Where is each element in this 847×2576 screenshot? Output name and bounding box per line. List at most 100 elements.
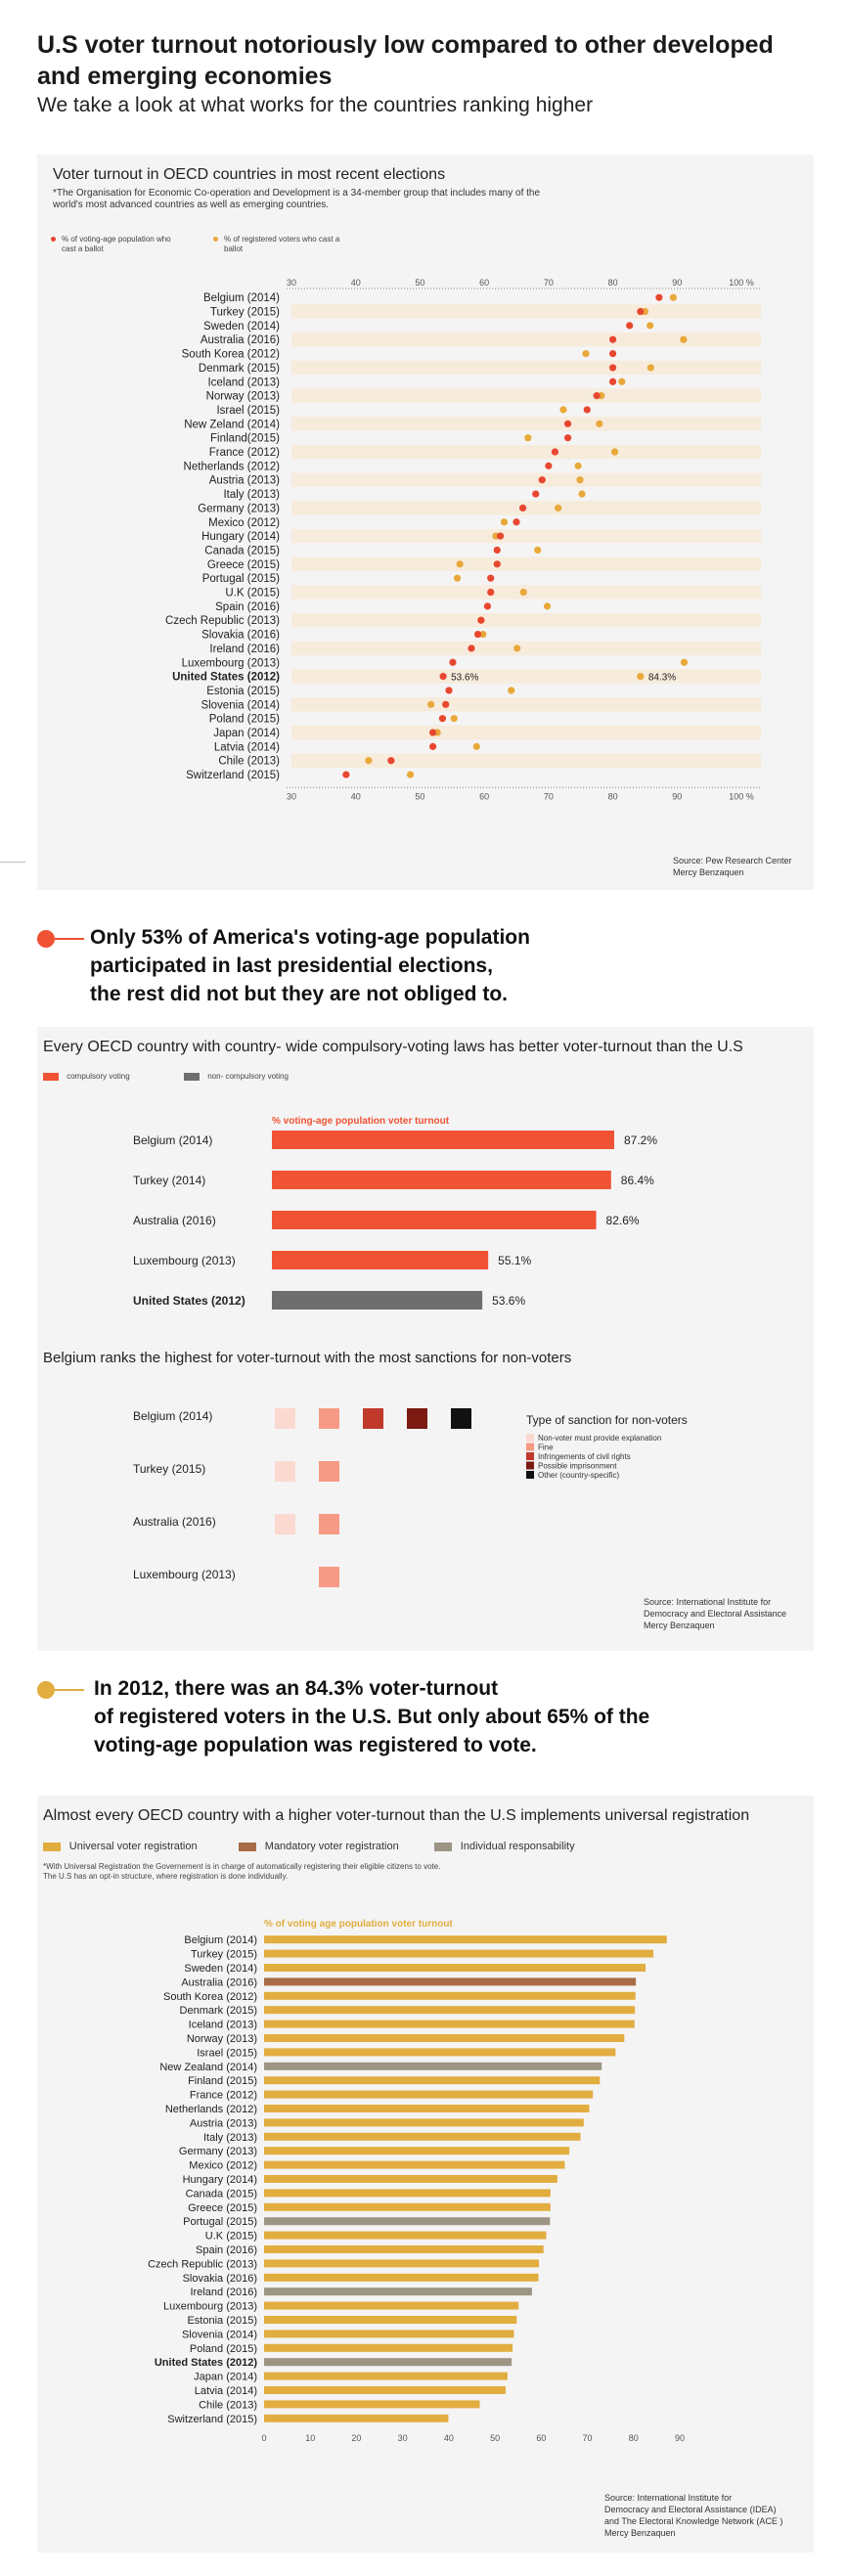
- registration-note-line2: The U.S has an opt-in structure, where r…: [43, 1872, 289, 1881]
- registration-x-tick: 70: [583, 2433, 593, 2443]
- registration-bar: [264, 1949, 654, 1958]
- sanction-square: [319, 1408, 339, 1429]
- registration-category-label: France (2012): [190, 2090, 257, 2102]
- row-stripe: [291, 360, 761, 376]
- registered-dot: [610, 448, 619, 456]
- registration-category-label: Czech Republic (2013): [148, 2258, 257, 2270]
- registration-bar: [264, 2147, 570, 2155]
- x-tick-bottom: 40: [351, 791, 361, 801]
- compulsory-author: Mercy Benzaquen: [644, 1621, 715, 1630]
- registration-category-label: Sweden (2014): [184, 1963, 257, 1975]
- category-label: Netherlands (2012): [184, 461, 281, 472]
- category-label: Spain (2016): [215, 601, 280, 613]
- oecd-note: *The Organisation for Economic Co-operat…: [53, 188, 541, 210]
- registration-bar: [264, 2132, 581, 2141]
- category-label: Latvia (2014): [214, 741, 280, 753]
- registration-bar: [264, 1991, 636, 2000]
- x-tick-bottom: 100 %: [729, 791, 754, 801]
- registration-category-label: Canada (2015): [186, 2188, 257, 2199]
- vap-dot: [513, 518, 520, 526]
- registration-bar: [264, 2048, 616, 2057]
- vap-dot: [538, 476, 546, 484]
- callout-1-line1: Only 53% of America's voting-age populat…: [90, 926, 530, 949]
- registration-bar: [264, 2175, 557, 2183]
- callout-gold-line: [55, 1689, 84, 1691]
- vap-dot: [473, 630, 482, 639]
- legend-noncompulsory-swatch: [184, 1072, 200, 1081]
- registration-bar: [264, 2189, 551, 2198]
- vap-dot: [468, 644, 475, 652]
- registered-dot: [680, 658, 689, 666]
- vap-dot: [483, 602, 492, 610]
- registration-bar: [264, 2259, 539, 2268]
- registration-category-label: Slovenia (2014): [182, 2329, 257, 2340]
- sanction-legend-label: Fine: [538, 1443, 554, 1452]
- x-tick-bottom: 50: [415, 791, 424, 801]
- registration-category-label: Ireland (2016): [191, 2287, 258, 2298]
- registration-source-line3: and The Electoral Knowledge Network (ACE…: [604, 2516, 783, 2526]
- category-label: Greece (2015): [207, 559, 280, 571]
- category-label: Slovakia (2016): [201, 630, 280, 642]
- legend-vap: % of voting-age population who cast a ba…: [51, 235, 198, 254]
- sanction-square: [363, 1408, 383, 1429]
- legend-compulsory: compulsory voting: [43, 1072, 130, 1082]
- category-label: Austria (2013): [209, 475, 280, 487]
- registration-bar: [264, 2343, 513, 2352]
- registered-dot: [524, 434, 532, 442]
- registered-dot: [555, 504, 562, 512]
- page-subtitle: We take a look at what works for the cou…: [37, 94, 594, 116]
- registration-bar: [264, 2245, 544, 2253]
- registration-author: Mercy Benzaquen: [604, 2528, 676, 2538]
- registered-dot: [534, 546, 542, 555]
- vap-dot: [439, 673, 447, 681]
- registration-x-tick: 80: [629, 2433, 639, 2443]
- category-label: Estonia (2015): [206, 686, 280, 697]
- sanction-square: [275, 1461, 295, 1482]
- registered-dot: [618, 378, 626, 385]
- category-label: Chile (2013): [218, 756, 280, 768]
- vap-dot: [445, 687, 453, 694]
- bar-value-label: 87.2%: [624, 1133, 657, 1147]
- legend-reg: % of registered voters who cast a ballot: [213, 235, 360, 254]
- registration-bar: [264, 2160, 565, 2169]
- registration-category-label: Switzerland (2015): [167, 2414, 257, 2425]
- category-label: South Korea (2012): [182, 349, 281, 361]
- registered-dot: [637, 673, 645, 681]
- row-stripe: [291, 556, 761, 571]
- legend-universal: Universal voter registration: [43, 1841, 198, 1853]
- row-stripe: [291, 304, 761, 319]
- registration-category-label: United States (2012): [155, 2357, 257, 2369]
- bar-category-label: Turkey (2014): [133, 1174, 205, 1187]
- sanction-square: [275, 1408, 295, 1429]
- callout-gold-dot: [37, 1681, 55, 1699]
- registered-dot: [513, 644, 521, 652]
- vap-dot: [449, 658, 457, 666]
- row-stripe: [291, 641, 761, 656]
- registration-category-label: Portugal (2015): [183, 2216, 257, 2228]
- registration-title: Almost every OECD country with a higher …: [43, 1807, 750, 1824]
- vap-dot: [583, 406, 591, 414]
- category-label: Czech Republic (2013): [165, 615, 280, 627]
- registration-source: Source: International Institute for Demo…: [604, 2492, 810, 2539]
- registration-bar: [264, 1935, 667, 1944]
- sanction-square: [451, 1408, 471, 1429]
- dotplot-source-text: Source: Pew Research Center: [673, 856, 792, 866]
- sanction-country-label: Belgium (2014): [133, 1409, 212, 1423]
- category-label: Belgium (2014): [203, 292, 280, 304]
- callout-2-line2: of registered voters in the U.S. But onl…: [94, 1706, 650, 1728]
- x-tick-top: 90: [672, 278, 682, 288]
- callout-1-line2: participated in last presidential electi…: [90, 955, 493, 977]
- registration-chart-title: % of voting age population voter turnout: [264, 1919, 453, 1930]
- registration-bar: [264, 2034, 625, 2042]
- legend-mandatory-swatch: [239, 1842, 256, 1851]
- bar-category-label: Australia (2016): [133, 1214, 216, 1227]
- x-tick-bottom: 30: [287, 791, 296, 801]
- registered-dot: [578, 490, 586, 498]
- registration-bar: [264, 2400, 480, 2409]
- divider-line: [0, 862, 25, 863]
- registration-category-label: Poland (2015): [190, 2343, 257, 2355]
- registration-source-line1: Source: International Institute for: [604, 2493, 733, 2503]
- vap-dot: [551, 448, 559, 456]
- bar-category-label: United States (2012): [133, 1294, 245, 1308]
- registration-category-label: Austria (2013): [190, 2117, 257, 2129]
